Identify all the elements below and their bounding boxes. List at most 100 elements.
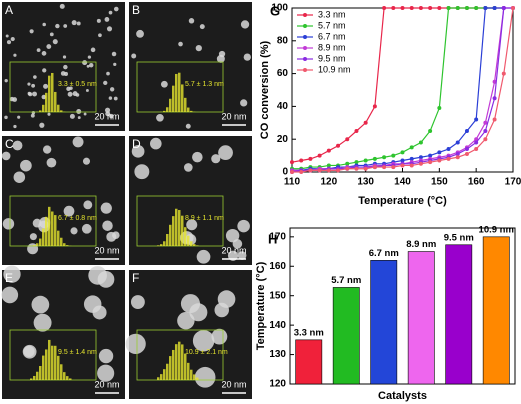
particle bbox=[125, 333, 146, 354]
particle bbox=[33, 75, 37, 79]
particle bbox=[59, 3, 65, 9]
particle bbox=[225, 228, 240, 243]
particle bbox=[237, 251, 247, 260]
particle bbox=[63, 71, 69, 76]
legend-label: 5.7 nm bbox=[318, 20, 346, 30]
data-point bbox=[474, 137, 479, 142]
data-point bbox=[437, 106, 442, 111]
size-label: 5.7 ± 1.3 nm bbox=[185, 81, 224, 88]
y-tick-label: 40 bbox=[277, 101, 289, 112]
particle bbox=[211, 154, 221, 164]
particle bbox=[237, 219, 250, 233]
data-point bbox=[372, 165, 377, 170]
particle bbox=[186, 219, 198, 231]
particle bbox=[240, 99, 248, 107]
data-point bbox=[511, 6, 515, 10]
particle bbox=[72, 91, 78, 97]
data-point bbox=[492, 117, 497, 122]
data-point bbox=[391, 165, 396, 170]
particle bbox=[102, 220, 113, 231]
data-point bbox=[483, 120, 488, 125]
particle bbox=[13, 124, 17, 129]
legend-marker bbox=[303, 13, 307, 17]
particle bbox=[77, 116, 81, 120]
plot-frame bbox=[289, 227, 516, 385]
data-point bbox=[299, 170, 304, 174]
particle bbox=[52, 39, 58, 45]
data-point bbox=[317, 168, 322, 173]
data-point bbox=[372, 104, 377, 109]
histogram-bar bbox=[181, 84, 184, 112]
data-point bbox=[336, 143, 341, 148]
histogram-bar bbox=[190, 369, 193, 380]
data-point bbox=[372, 156, 377, 161]
bar-label: 6.7 nm bbox=[369, 248, 399, 259]
panel-letter: C bbox=[5, 137, 14, 151]
histogram-bar bbox=[193, 244, 196, 246]
particle bbox=[83, 112, 87, 116]
histogram-bar bbox=[54, 215, 57, 246]
data-point bbox=[446, 147, 451, 152]
histogram-bar bbox=[196, 377, 199, 380]
bar-label: 5.7 nm bbox=[331, 275, 361, 286]
data-point bbox=[446, 156, 451, 161]
data-point bbox=[437, 158, 442, 163]
data-point bbox=[354, 160, 359, 165]
histogram-bar bbox=[48, 206, 51, 246]
histogram-bar bbox=[190, 241, 193, 246]
data-point bbox=[299, 158, 304, 163]
data-point bbox=[418, 6, 423, 10]
data-point bbox=[418, 140, 423, 145]
data-point bbox=[474, 6, 479, 10]
histogram-bar bbox=[54, 91, 57, 112]
particle bbox=[97, 364, 115, 382]
histogram-bar bbox=[36, 243, 39, 246]
x-tick-label: 110 bbox=[284, 177, 301, 188]
particle bbox=[70, 227, 78, 235]
histogram-bar bbox=[45, 92, 48, 112]
particle bbox=[98, 33, 102, 38]
histogram-bar bbox=[57, 104, 60, 112]
histogram-bar bbox=[178, 72, 181, 112]
data-point bbox=[437, 150, 442, 155]
particle bbox=[98, 348, 114, 364]
particle bbox=[106, 26, 113, 32]
data-point bbox=[400, 163, 405, 168]
particle bbox=[131, 53, 137, 59]
data-point bbox=[455, 155, 460, 160]
data-point bbox=[400, 158, 405, 163]
y-tick-label: 20 bbox=[277, 134, 289, 145]
data-point bbox=[382, 6, 387, 10]
particle bbox=[195, 44, 202, 52]
size-label: 6.7 ± 0.8 nm bbox=[58, 215, 97, 222]
particle bbox=[69, 113, 75, 119]
data-point bbox=[464, 6, 469, 10]
particle bbox=[108, 96, 113, 100]
particle bbox=[4, 115, 8, 120]
data-point bbox=[483, 6, 488, 10]
histogram-bar bbox=[172, 216, 175, 246]
particle bbox=[31, 83, 36, 88]
scale-label: 20 nm bbox=[221, 379, 246, 389]
legend-label: 6.7 nm bbox=[318, 31, 346, 41]
particle bbox=[240, 20, 250, 29]
histogram-bar bbox=[33, 245, 36, 246]
y-tick-label: 150 bbox=[269, 290, 286, 301]
particle bbox=[41, 51, 47, 56]
data-point bbox=[363, 166, 368, 171]
particle bbox=[82, 157, 91, 165]
scale-label: 20 nm bbox=[94, 111, 119, 121]
particle bbox=[55, 23, 60, 29]
histogram-bar bbox=[69, 378, 72, 380]
y-tick-label: 160 bbox=[269, 261, 286, 272]
histogram-bar bbox=[163, 241, 166, 246]
histogram-bar bbox=[39, 110, 42, 112]
data-point bbox=[326, 148, 331, 153]
tem-image bbox=[129, 2, 252, 131]
particle bbox=[192, 330, 215, 352]
tem-panel: 6.7 ± 0.8 nm C 20 nm bbox=[1, 136, 125, 265]
particle bbox=[36, 48, 41, 53]
particle bbox=[69, 86, 73, 90]
bar bbox=[370, 260, 398, 385]
data-point bbox=[363, 120, 368, 125]
